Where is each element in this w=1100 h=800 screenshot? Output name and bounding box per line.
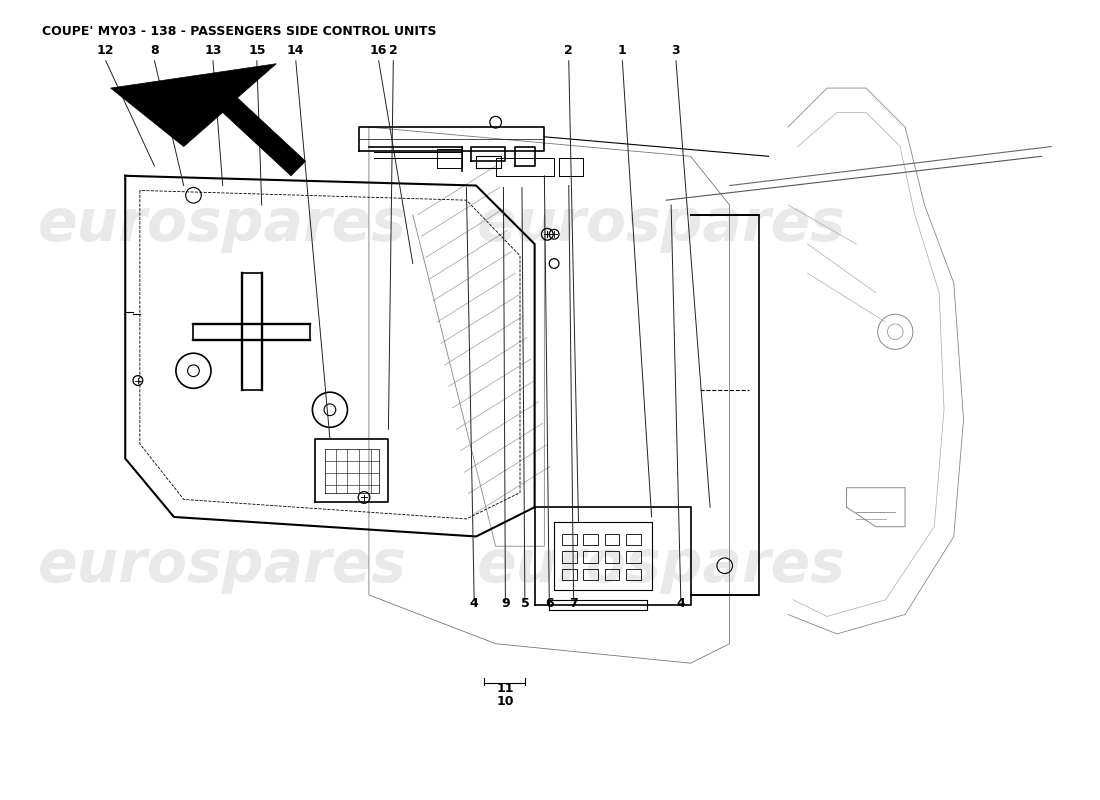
Text: eurospares: eurospares xyxy=(477,538,846,594)
Text: 14: 14 xyxy=(287,44,305,57)
Text: 11: 11 xyxy=(496,682,514,695)
Text: eurospares: eurospares xyxy=(477,196,846,253)
Text: 2: 2 xyxy=(389,44,398,57)
Text: 8: 8 xyxy=(151,44,158,57)
Bar xyxy=(626,569,641,580)
Text: 12: 12 xyxy=(97,44,114,57)
Bar xyxy=(583,569,598,580)
Polygon shape xyxy=(111,64,306,176)
Bar xyxy=(626,534,641,546)
Bar xyxy=(626,551,641,562)
Text: 3: 3 xyxy=(672,44,680,57)
Text: 6: 6 xyxy=(544,597,553,610)
Text: 15: 15 xyxy=(249,44,265,57)
Text: 1: 1 xyxy=(618,44,627,57)
Bar xyxy=(583,534,598,546)
Text: 13: 13 xyxy=(205,44,221,57)
Bar xyxy=(605,534,619,546)
Text: 2: 2 xyxy=(564,44,573,57)
Text: 4: 4 xyxy=(470,597,478,610)
Text: 10: 10 xyxy=(496,695,514,708)
Text: eurospares: eurospares xyxy=(39,196,407,253)
Bar xyxy=(562,534,576,546)
Bar xyxy=(605,551,619,562)
Text: 5: 5 xyxy=(520,597,529,610)
Bar xyxy=(583,551,598,562)
Text: eurospares: eurospares xyxy=(39,538,407,594)
Bar xyxy=(562,551,576,562)
Text: COUPE' MY03 - 138 - PASSENGERS SIDE CONTROL UNITS: COUPE' MY03 - 138 - PASSENGERS SIDE CONT… xyxy=(43,25,437,38)
Bar xyxy=(562,569,576,580)
Bar xyxy=(605,569,619,580)
Text: 4: 4 xyxy=(676,597,685,610)
Text: 16: 16 xyxy=(370,44,387,57)
Text: 7: 7 xyxy=(569,597,578,610)
Text: 9: 9 xyxy=(502,597,509,610)
